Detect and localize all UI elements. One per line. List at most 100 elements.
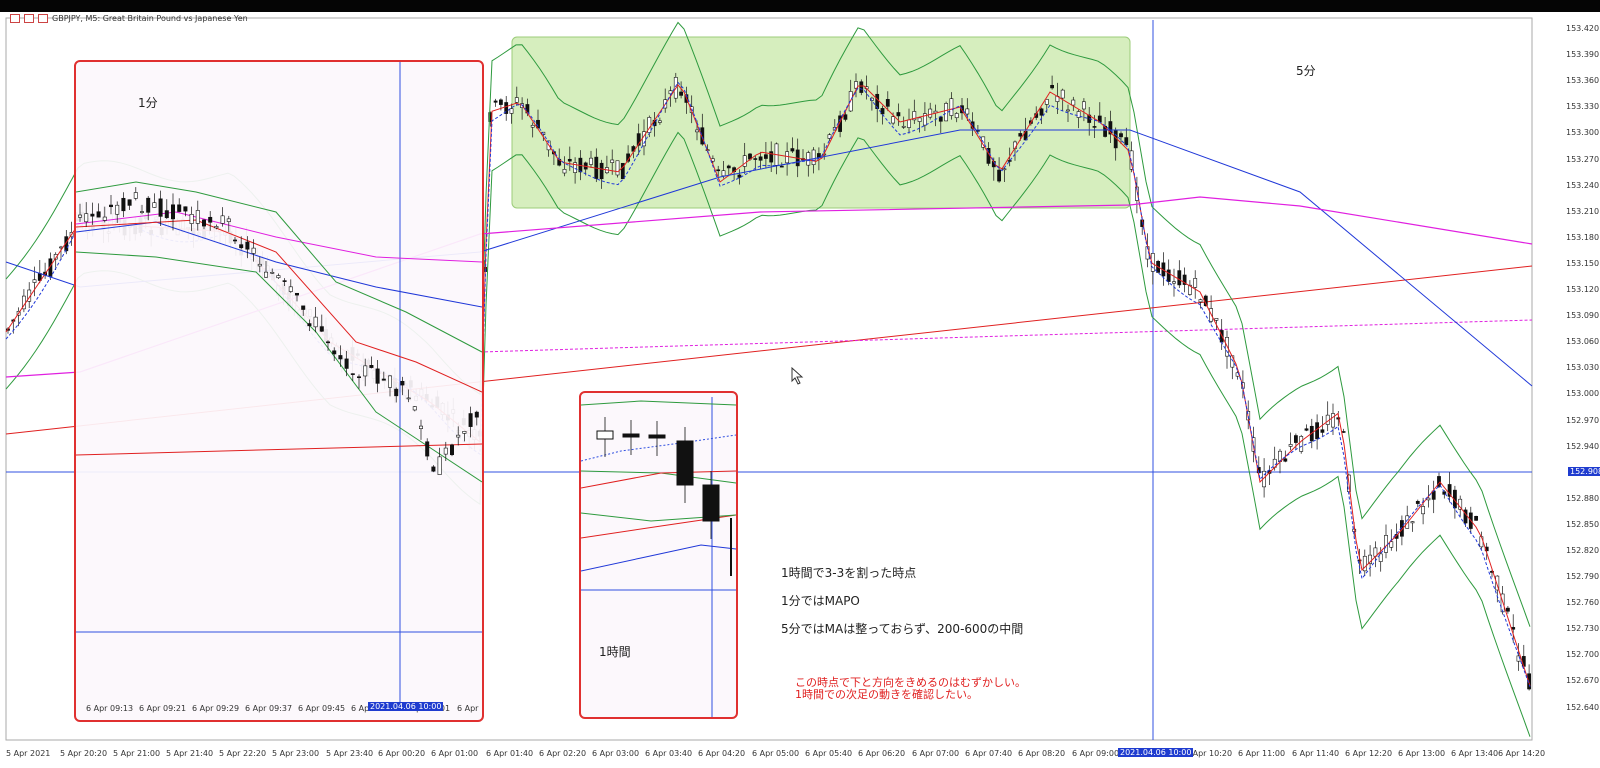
- candle-body: [1076, 111, 1081, 118]
- mouse-cursor-icon: [791, 367, 804, 385]
- candle-body: [806, 152, 811, 166]
- candle-body: [504, 102, 509, 114]
- m1-long-ma: [76, 443, 482, 456]
- candle-body: [1474, 515, 1479, 521]
- time-tick-label: 6 Apr 01:00: [431, 749, 479, 758]
- m1-candle-body: [233, 239, 238, 242]
- candle-body: [1368, 554, 1373, 564]
- candle-body: [811, 149, 816, 165]
- candle-body: [1506, 607, 1510, 612]
- h1-dashed-ma: [581, 434, 736, 462]
- m1-candle-body: [115, 204, 120, 215]
- m1-candle-body: [276, 275, 281, 279]
- time-tick-label: 6 Apr 09:00: [1072, 749, 1120, 758]
- h1-candle-body: [702, 484, 720, 522]
- candle-body: [1188, 284, 1192, 295]
- candle-body: [1315, 422, 1320, 440]
- m1-candle-body: [264, 271, 269, 278]
- candle-body: [1166, 269, 1171, 282]
- m1-bb-upper: [76, 181, 482, 353]
- m1-candle-body: [356, 376, 361, 379]
- window-top-bar: [0, 0, 1600, 12]
- m1-chart-panel[interactable]: 1分 6 Apr 09:13 6 Apr 09:21 6 Apr 09:29 6 Ap…: [74, 60, 484, 722]
- m1-candle-body: [133, 192, 138, 199]
- candle-body: [695, 129, 699, 133]
- time-tick-label: 6 Apr 06:20: [858, 749, 906, 758]
- ma-slow-dashed-line: [479, 319, 1533, 353]
- candle-body: [753, 158, 758, 160]
- candle-body: [1341, 431, 1346, 433]
- candle-body: [657, 120, 662, 123]
- candle-body: [1495, 575, 1500, 591]
- candle-body: [1447, 484, 1452, 497]
- candle-body: [838, 115, 843, 132]
- time-tick-label: 6 Apr 00:20: [378, 749, 426, 758]
- highlight-box: [511, 36, 1131, 209]
- m1-chart: [76, 62, 482, 702]
- price-tick-label: 153.270: [1566, 154, 1600, 164]
- candle-body: [726, 165, 731, 169]
- time-tick-label: 6 Apr 14:20: [1498, 749, 1546, 758]
- m1-time-tick-label: 6 Apr 09:45: [298, 704, 346, 713]
- m1-candle-body: [307, 323, 312, 327]
- candle-body: [763, 154, 768, 159]
- candle-body: [700, 127, 705, 145]
- price-tick-label: 153.180: [1566, 232, 1600, 242]
- m1-candle-body: [152, 202, 157, 208]
- m1-candle-body: [77, 214, 83, 218]
- candle-body: [1124, 137, 1129, 146]
- h1-chart: [581, 397, 736, 717]
- time-tick-label: 6 Apr 02:20: [539, 749, 587, 758]
- h1-bb-mid: [581, 470, 736, 484]
- note-line-1: 1時間で3-3を割った時点: [781, 566, 917, 580]
- candle-body: [64, 236, 69, 252]
- candle-body: [1415, 500, 1420, 504]
- time-tick-label: 6 Apr 08:20: [1018, 749, 1066, 758]
- candle-body: [938, 116, 943, 122]
- price-tick-label: 153.240: [1566, 180, 1600, 190]
- m1-candle-body: [127, 199, 132, 206]
- candle-body: [1082, 101, 1086, 110]
- candle-body: [1527, 673, 1532, 690]
- m1-candle-body: [437, 456, 442, 475]
- candle-body: [1331, 413, 1335, 428]
- candle-body: [1060, 89, 1065, 99]
- candle-body: [1294, 435, 1298, 443]
- candle-body: [896, 112, 901, 117]
- candle-body: [1193, 278, 1198, 288]
- candle-body: [1458, 498, 1463, 510]
- price-tick-label: 153.330: [1566, 102, 1600, 112]
- candle-body: [1384, 535, 1388, 553]
- m1-candle-body: [326, 341, 331, 344]
- time-tick-label: 6 Apr 07:00: [912, 749, 960, 758]
- candle-body: [567, 158, 572, 162]
- m1-candle-body: [226, 218, 231, 222]
- m1-candle-body: [220, 215, 225, 224]
- red-note-line-1: この時点で下と方向をきめるのはむずかしい。: [795, 676, 1026, 689]
- plot-frame: [5, 17, 1533, 741]
- candle-body: [1378, 553, 1383, 562]
- m1-candle-body: [301, 305, 306, 310]
- m1-candle-body: [108, 204, 113, 208]
- candle-body: [1304, 428, 1309, 431]
- price-tick-label: 153.150: [1566, 258, 1600, 268]
- m1-time-tick-label: 6 Apr 09:29: [192, 704, 240, 713]
- m1-slow-ma: [76, 211, 482, 263]
- candle-body: [620, 162, 625, 180]
- m1-candle-body: [282, 280, 287, 282]
- m1-time-tick-label: 6 Apr 09:13: [86, 704, 134, 713]
- h1-chart-panel[interactable]: 1時間: [579, 391, 738, 719]
- time-tick-label: 6 Apr 13:00: [1398, 749, 1446, 758]
- time-tick-label: 6 Apr 01:40: [486, 749, 534, 758]
- time-tick-label: 5 Apr 22:20: [219, 749, 267, 758]
- m1-candle-body: [251, 247, 256, 254]
- time-tick-label: 6 Apr 10:20: [1185, 749, 1233, 758]
- current-price-label: 152.908: [1568, 467, 1600, 476]
- chart-icon: [24, 14, 34, 23]
- time-tick-label: 5 Apr 21:40: [166, 749, 214, 758]
- m1-candle-body: [313, 316, 318, 328]
- candle-body: [530, 124, 535, 128]
- candle-body: [1066, 109, 1070, 112]
- m1-candle-body: [350, 373, 355, 375]
- m1-candle-body: [400, 380, 405, 386]
